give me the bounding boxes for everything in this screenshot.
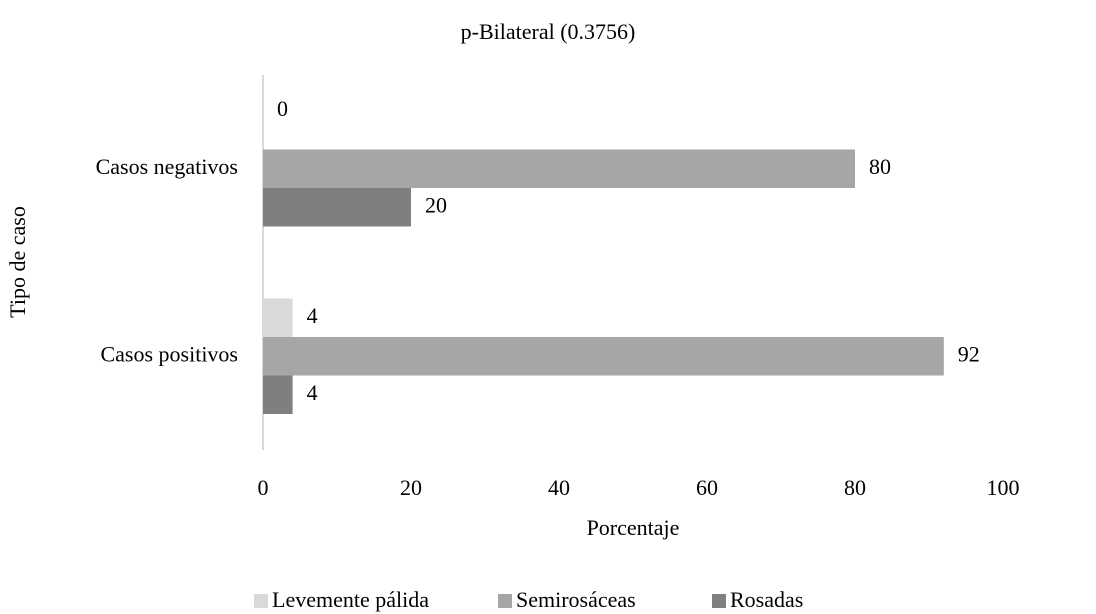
y-tick-label: Casos positivos xyxy=(100,341,238,366)
legend-swatch xyxy=(498,594,512,608)
bar xyxy=(263,375,293,414)
x-tick-label: 60 xyxy=(696,475,718,500)
legend-swatch xyxy=(712,594,726,608)
x-axis-title: Porcentaje xyxy=(587,515,680,540)
legend-label: Rosadas xyxy=(730,587,803,612)
legend-label: Semirosáceas xyxy=(516,587,636,612)
x-tick-label: 0 xyxy=(258,475,269,500)
data-label: 20 xyxy=(425,192,447,217)
bar xyxy=(263,149,855,188)
legend-swatch xyxy=(254,594,268,608)
bar xyxy=(263,188,411,227)
bar xyxy=(263,337,944,376)
data-label: 92 xyxy=(958,341,980,366)
y-axis-title: Tipo de caso xyxy=(5,206,30,318)
x-tick-label: 100 xyxy=(987,475,1020,500)
chart-title: p-Bilateral (0.3756) xyxy=(461,19,636,44)
data-label: 4 xyxy=(307,380,318,405)
x-tick-label: 40 xyxy=(548,475,570,500)
legend-label: Levemente pálida xyxy=(272,587,429,612)
x-tick-label: 20 xyxy=(400,475,422,500)
bar xyxy=(263,298,293,337)
data-label: 4 xyxy=(307,303,318,328)
data-label: 0 xyxy=(277,96,288,121)
data-label: 80 xyxy=(869,154,891,179)
y-tick-label: Casos negativos xyxy=(96,154,238,179)
x-tick-label: 80 xyxy=(844,475,866,500)
